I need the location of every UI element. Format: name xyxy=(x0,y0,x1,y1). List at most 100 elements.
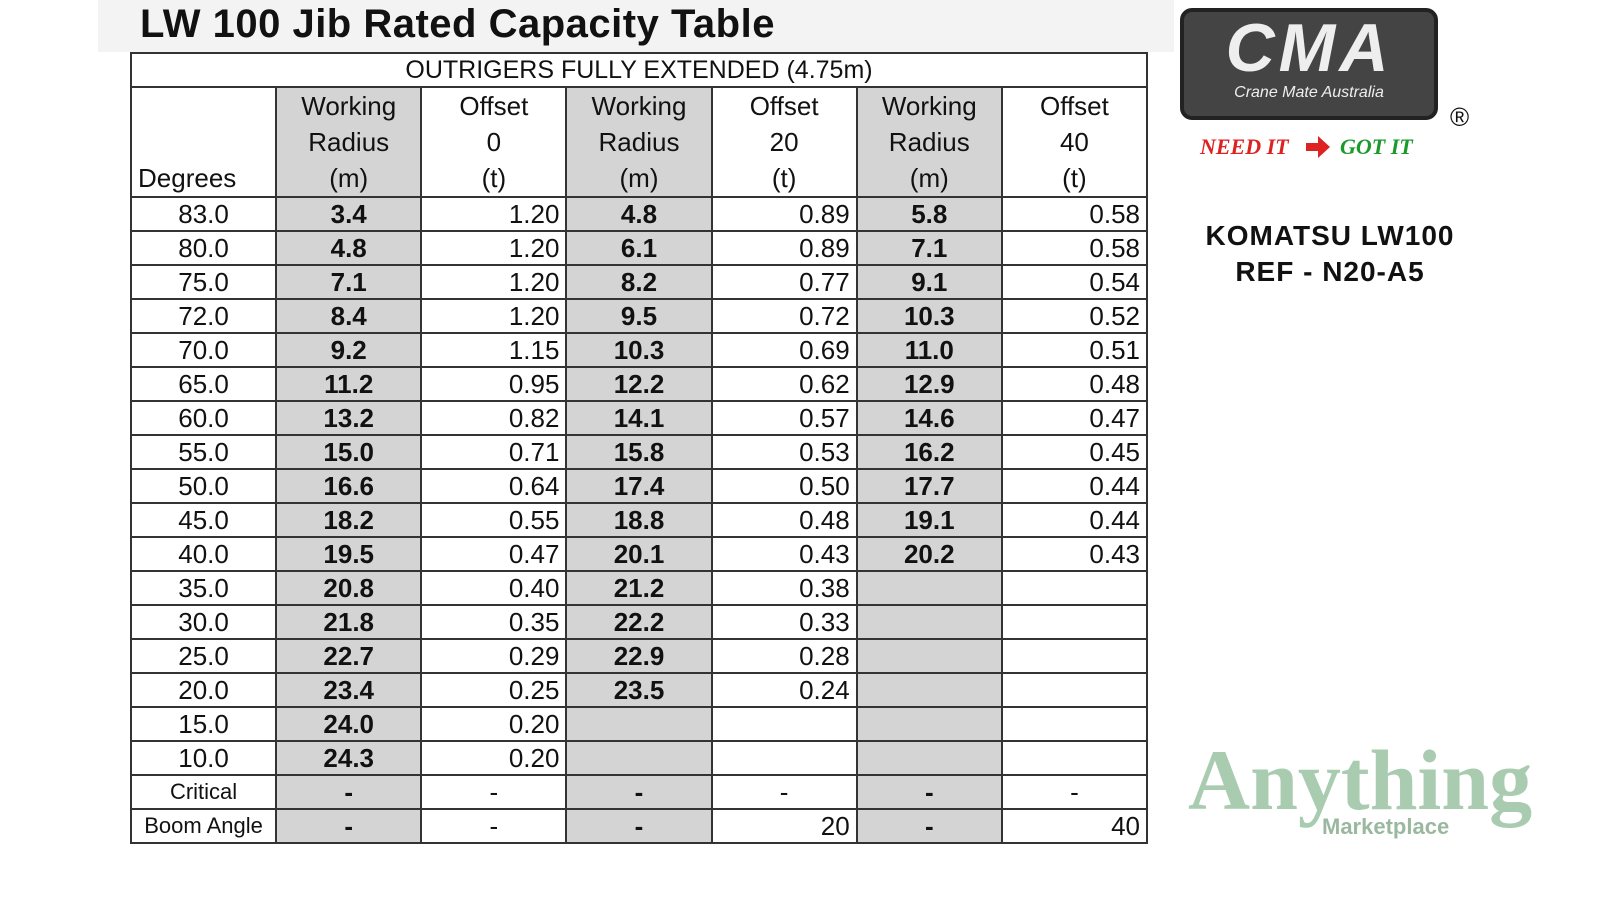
table-cell: 80.0 xyxy=(129,230,278,266)
table-row: 55.0 15.0 0.71 15.8 0.53 16.2 0.45 xyxy=(129,434,1149,470)
empty-cell xyxy=(565,706,713,742)
empty-cell xyxy=(1000,706,1149,742)
column-header: Offset 40 (t) xyxy=(1000,86,1149,198)
empty-cell xyxy=(710,706,858,742)
table-cell: 21.8 xyxy=(275,604,423,640)
slogan: GOT IT xyxy=(1340,134,1413,159)
table-cell: 55.0 xyxy=(129,434,278,470)
table-cell: 10.3 xyxy=(855,298,1003,334)
table-cell: 0.24 xyxy=(710,672,858,708)
empty-cell xyxy=(855,706,1003,742)
header-line: Working xyxy=(301,91,397,121)
table-cell: 20.2 xyxy=(855,536,1003,572)
header-line: Offset xyxy=(1039,91,1109,121)
table-cell: 0.43 xyxy=(710,536,858,572)
table-row: 72.0 8.4 1.20 9.5 0.72 10.3 0.52 xyxy=(129,298,1149,334)
table-cell: 24.3 xyxy=(275,740,423,776)
table-cell: 24.0 xyxy=(275,706,423,742)
table-cell: 11.2 xyxy=(275,366,423,402)
table-cell: - xyxy=(565,808,713,844)
table-cell: 0.72 xyxy=(710,298,858,334)
header-line: Radius xyxy=(888,127,970,157)
table-cell: 0.47 xyxy=(420,536,568,572)
header-line: Offset xyxy=(459,91,529,121)
table-cell: 11.0 xyxy=(855,332,1003,368)
table-cell: 0.69 xyxy=(710,332,858,368)
empty-cell xyxy=(855,638,1003,674)
table-cell: 72.0 xyxy=(129,298,278,334)
table-cell: 0.50 xyxy=(710,468,858,504)
column-header: Offset 20 (t) xyxy=(710,86,858,198)
table-cell: 65.0 xyxy=(129,366,278,402)
table-cell: 20 xyxy=(710,808,858,844)
logo: CMA Crane Mate Australia xyxy=(1180,8,1438,120)
table-cell: 22.9 xyxy=(565,638,713,674)
table-cell: 16.6 xyxy=(275,468,423,504)
table-cell: 14.6 xyxy=(855,400,1003,436)
table-cell: 0.35 xyxy=(420,604,568,640)
table-cell: 0.44 xyxy=(1000,502,1149,538)
table-row: 50.0 16.6 0.64 17.4 0.50 17.7 0.44 xyxy=(129,468,1149,504)
table-cell: - xyxy=(565,774,713,810)
table-cell: 0.54 xyxy=(1000,264,1149,300)
header-line: 0 xyxy=(486,127,502,157)
empty-cell xyxy=(855,604,1003,640)
header-line: Degrees xyxy=(138,163,237,193)
table-cell: 1.20 xyxy=(420,230,568,266)
empty-cell xyxy=(1000,604,1149,640)
table-cell: 15.0 xyxy=(129,706,278,742)
table-cell: 30.0 xyxy=(129,604,278,640)
table-cell: 6.1 xyxy=(565,230,713,266)
table-cell: 40.0 xyxy=(129,536,278,572)
table-row: 25.0 22.7 0.29 22.9 0.28 xyxy=(129,638,1149,674)
table-cell: 23.4 xyxy=(275,672,423,708)
table-row: 45.0 18.2 0.55 18.8 0.48 19.1 0.44 xyxy=(129,502,1149,538)
empty-cell xyxy=(1000,638,1149,674)
table-cell: 21.2 xyxy=(565,570,713,606)
table-cell: 0.40 xyxy=(420,570,568,606)
table-row: 80.0 4.8 1.20 6.1 0.89 7.1 0.58 xyxy=(129,230,1149,266)
table-row: 60.0 13.2 0.82 14.1 0.57 14.6 0.47 xyxy=(129,400,1149,436)
arrow-icon xyxy=(1306,136,1330,158)
header-line: (m) xyxy=(909,163,949,193)
table-cell: 0.25 xyxy=(420,672,568,708)
table-cell: Boom Angle xyxy=(129,808,278,844)
logo-text: CMA xyxy=(1225,10,1393,86)
table-cell: 8.2 xyxy=(565,264,713,300)
table-cell: 0.48 xyxy=(1000,366,1149,402)
table-cell: 20.1 xyxy=(565,536,713,572)
table-cell: 19.5 xyxy=(275,536,423,572)
table-cell: 4.8 xyxy=(275,230,423,266)
title-band xyxy=(98,0,1174,52)
table-cell: 14.1 xyxy=(565,400,713,436)
column-header: Working Radius (m) xyxy=(565,86,713,198)
column-header: Working Radius (m) xyxy=(275,86,423,198)
table-cell: 15.0 xyxy=(275,434,423,470)
table-cell: 7.1 xyxy=(275,264,423,300)
table-cell: - xyxy=(275,774,423,810)
title: LW 100 Jib Rated Capacity Table xyxy=(140,2,775,46)
table-cell: 0.20 xyxy=(420,706,568,742)
table-cell: 19.1 xyxy=(855,502,1003,538)
header-line: (t) xyxy=(1062,163,1087,193)
table-cell: - xyxy=(855,808,1003,844)
table-cell: 0.43 xyxy=(1000,536,1149,572)
empty-cell xyxy=(1000,740,1149,776)
model: KOMATSU LW100 xyxy=(1205,220,1455,251)
header-line: (m) xyxy=(619,163,659,193)
table-cell: 9.2 xyxy=(275,332,423,368)
table-row: 15.0 24.0 0.20 xyxy=(129,706,1149,742)
column-header: Offset 0 (t) xyxy=(420,86,568,198)
table-row: Critical - - - - - - xyxy=(129,774,1149,810)
table-row: 83.0 3.4 1.20 4.8 0.89 5.8 0.58 xyxy=(129,196,1149,232)
table-row: 70.0 9.2 1.15 10.3 0.69 11.0 0.51 xyxy=(129,332,1149,368)
table-cell: 83.0 xyxy=(129,196,278,232)
table-cell: 0.62 xyxy=(710,366,858,402)
table-cell: Critical xyxy=(129,774,278,810)
table-cell: 0.47 xyxy=(1000,400,1149,436)
table-cell: 0.52 xyxy=(1000,298,1149,334)
table-cell: 0.89 xyxy=(710,230,858,266)
table-cell: 0.82 xyxy=(420,400,568,436)
table-cell: 0.20 xyxy=(420,740,568,776)
